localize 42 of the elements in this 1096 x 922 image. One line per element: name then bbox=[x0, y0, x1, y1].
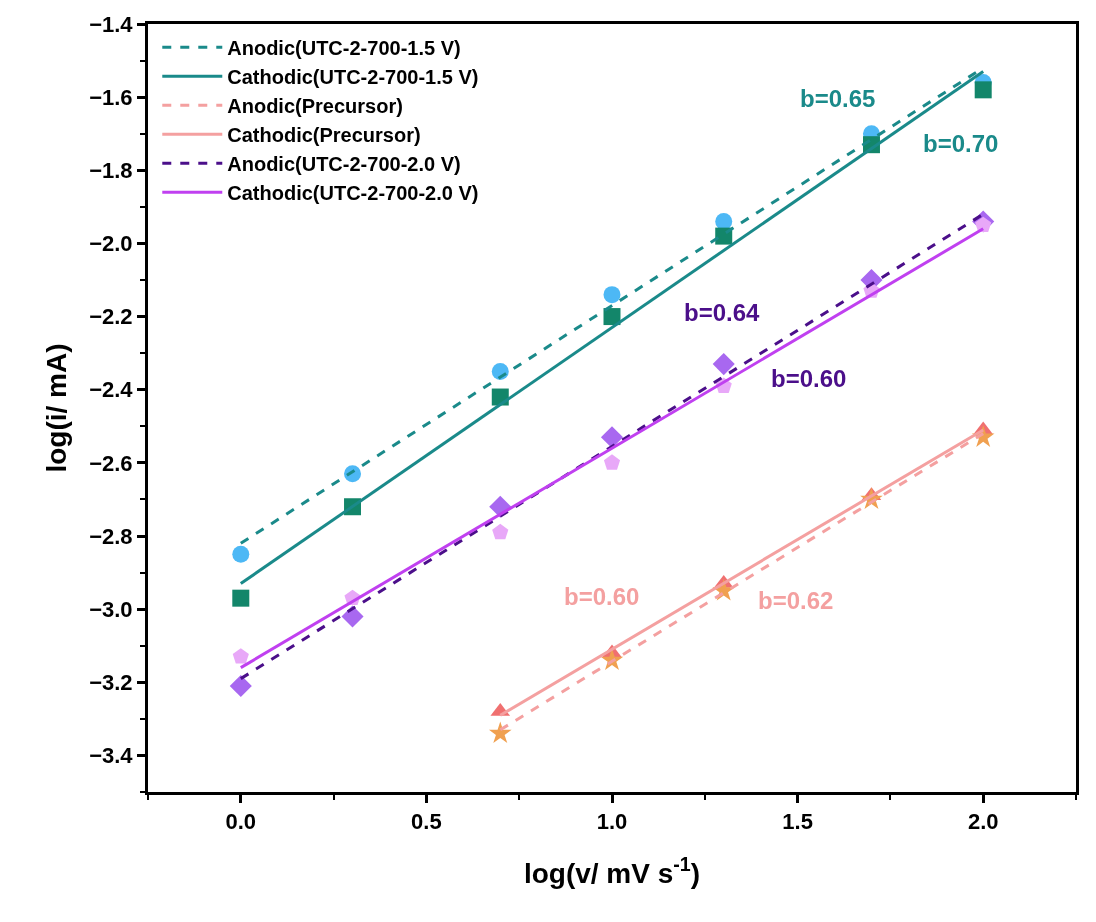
y-tick-label: −2.6 bbox=[89, 450, 133, 476]
y-tick-label: −1.6 bbox=[89, 84, 133, 110]
point bbox=[712, 353, 735, 376]
legend-label: Anodic(Precursor) bbox=[227, 95, 403, 118]
y-tick-label: −1.8 bbox=[89, 157, 133, 183]
y-tick-label: −2.4 bbox=[89, 377, 134, 403]
annotation: b=0.64 bbox=[684, 299, 761, 326]
legend-label: Anodic(UTC-2-700-1.5 V) bbox=[227, 37, 461, 60]
point bbox=[603, 286, 621, 304]
x-tick-label: 1.5 bbox=[782, 809, 813, 835]
x-tick-label: 2.0 bbox=[967, 809, 999, 835]
point bbox=[715, 212, 733, 230]
y-tick-label: −3.2 bbox=[89, 669, 133, 695]
point bbox=[488, 721, 512, 744]
point bbox=[603, 454, 621, 470]
point bbox=[232, 589, 250, 607]
x-axis-title: log(v/ mV s$^{-1}$) bbox=[523, 852, 701, 889]
y-axis-title: log(i/ mA) bbox=[40, 343, 72, 473]
annotation: b=0.60 bbox=[771, 365, 847, 392]
x-tick-label: 1.0 bbox=[596, 809, 628, 835]
y-tick-label: −2.2 bbox=[89, 304, 133, 330]
legend-label: Cathodic(UTC-2-700-1.5 V) bbox=[227, 66, 479, 89]
annotation: b=0.60 bbox=[564, 583, 640, 610]
y-tick-label: −3.4 bbox=[89, 743, 134, 769]
legend-label: Cathodic(UTC-2-700-2.0 V) bbox=[227, 182, 479, 205]
y-tick-label: −3.0 bbox=[89, 596, 133, 622]
annotation: b=0.70 bbox=[923, 130, 999, 157]
point bbox=[232, 545, 250, 563]
y-tick-label: −2.8 bbox=[89, 523, 133, 549]
legend-label: Cathodic(Precursor) bbox=[227, 124, 421, 147]
legend-label: Anodic(UTC-2-700-2.0 V) bbox=[227, 153, 461, 176]
annotation: b=0.65 bbox=[800, 85, 876, 112]
point bbox=[600, 426, 624, 449]
point bbox=[974, 81, 992, 99]
annotation: b=0.62 bbox=[758, 587, 834, 614]
y-tick-label: −1.4 bbox=[89, 11, 134, 37]
point bbox=[492, 523, 509, 540]
point bbox=[229, 674, 252, 697]
y-tick-label: −2.0 bbox=[89, 231, 133, 257]
point bbox=[232, 648, 249, 664]
x-tick-label: 0.5 bbox=[411, 809, 442, 835]
x-tick-label: 0.0 bbox=[225, 809, 257, 835]
